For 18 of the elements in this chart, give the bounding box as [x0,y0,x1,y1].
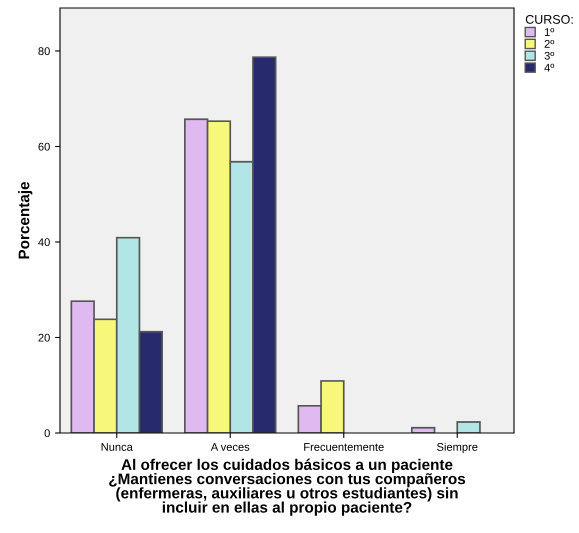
legend-label: 2º [544,40,554,48]
x-tick-label: Nunca [102,443,133,451]
x-tick-label: A veces [210,443,250,451]
y-tick-label: 60 [38,142,50,151]
x-tick-label: Frecuentemente [304,443,384,451]
legend-label: 3º [544,52,554,60]
bar [456,421,481,433]
y-axis-title: Porcentaje [18,182,32,259]
x-axis-title: Al ofrecer los cuidados básicos a un paciente ¿Mantienes conversaciones con tus compañeros (enfermeras, auxiliares u otros estudiantes) sin incluir en ellas al propio paciente? [109,458,466,516]
y-tick-label: 40 [38,238,50,246]
x-tick-label: Siempre [437,442,478,454]
legend-title: CURSO: [526,14,573,24]
bar [411,426,436,433]
y-tick-label: 20 [38,334,50,342]
y-tick-label: 0 [44,429,50,438]
legend-label: 4º [544,64,554,72]
legend-label: 1º [544,28,554,36]
y-tick-label: 80 [38,47,50,56]
